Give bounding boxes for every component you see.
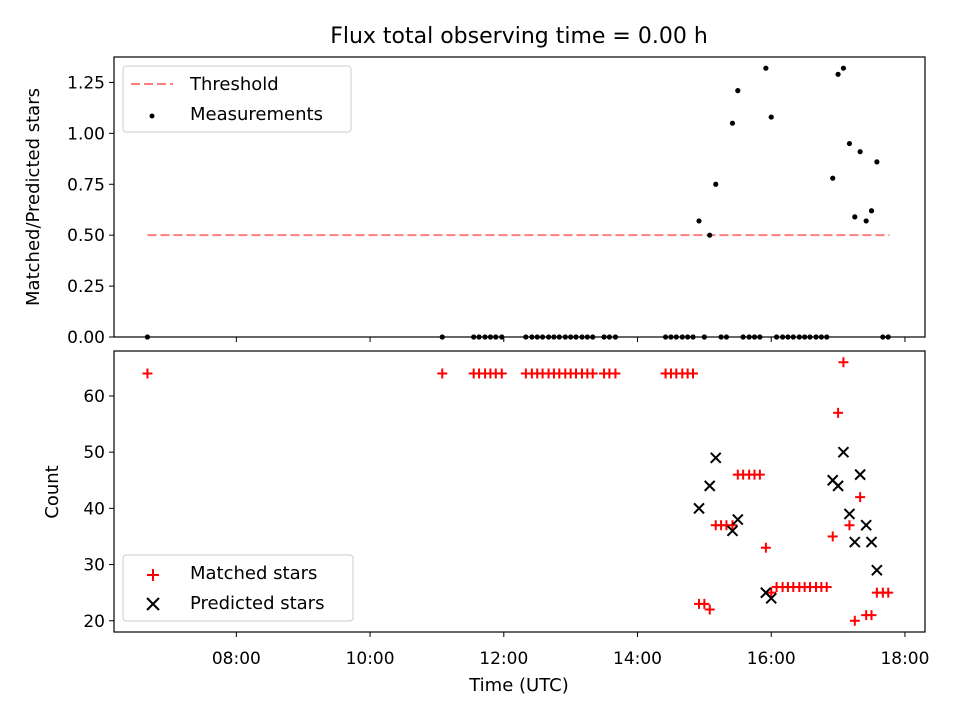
matched-star-marker — [833, 407, 844, 418]
x-axis-label: Time (UTC) — [468, 675, 569, 696]
measurement-point — [713, 181, 719, 187]
predicted-star-marker — [732, 513, 744, 526]
matched-stars-legend-label: Matched stars — [190, 563, 317, 584]
top-legend-box — [122, 65, 352, 133]
bottom-y-tick-label: 50 — [83, 443, 105, 463]
bottom-legend-box — [122, 554, 354, 622]
matched-star-marker — [760, 542, 771, 553]
measurement-point — [868, 208, 875, 214]
bottom-y-tick-label: 20 — [83, 612, 105, 632]
predicted-star-marker — [865, 536, 878, 548]
bottom-x-tick-label: 14:00 — [613, 649, 662, 669]
matched-star-marker — [855, 492, 866, 503]
measurement-point — [830, 175, 836, 181]
measurement-point — [846, 140, 853, 147]
top-y-ticks: 0.00 0.25 0.50 0.75 1.00 1.25 — [67, 73, 114, 348]
matched-star-marker — [704, 604, 715, 615]
measurement-point — [835, 71, 841, 77]
predicted-star-marker — [726, 525, 739, 537]
predicted-star-marker — [832, 480, 844, 492]
measurement-point — [768, 114, 774, 120]
predicted-star-marker — [765, 592, 777, 604]
bottom-x-tick-label: 12:00 — [479, 649, 528, 669]
matched-star-marker — [844, 520, 855, 531]
predicted-star-marker — [871, 564, 883, 576]
top-panel: 0.00 0.25 0.50 0.75 1.00 1.25 Matched/Predict… — [23, 56, 926, 348]
predicted-star-marker — [837, 446, 850, 458]
top-y-tick-label: 0.25 — [67, 277, 105, 297]
bottom-plot-area — [142, 357, 894, 626]
top-y-tick-label: 1.25 — [67, 73, 105, 93]
matched-star-marker — [727, 520, 738, 531]
predicted-star-marker — [704, 480, 716, 492]
matched-star-marker — [687, 368, 698, 379]
predicted-star-marker — [710, 452, 722, 464]
bottom-axes-frame — [113, 350, 926, 633]
bottom-y-axis-label: Count — [42, 465, 63, 518]
measurement-point — [763, 65, 769, 71]
bottom-x-tick-label: 10:00 — [346, 649, 395, 669]
measurement-point — [840, 65, 847, 71]
matched-star-marker — [699, 598, 710, 609]
top-axes-frame — [113, 56, 926, 338]
threshold-legend-label: Threshold — [189, 74, 279, 95]
matched-star-marker — [866, 610, 877, 621]
measurement-point — [729, 120, 736, 126]
top-x-ticks — [235, 337, 906, 342]
measurement-point — [852, 214, 858, 220]
predicted-star-marker — [860, 519, 872, 531]
measurement-point — [857, 149, 863, 155]
predicted-star-marker — [854, 468, 866, 481]
bottom-legend: Matched stars Predicted stars — [122, 554, 354, 622]
bottom-y-tick-label: 40 — [83, 499, 105, 519]
measurement-point — [735, 88, 741, 94]
matched-star-marker — [437, 368, 448, 379]
predicted-stars-legend-label: Predicted stars — [190, 593, 324, 614]
bottom-x-tick-label: 18:00 — [880, 649, 929, 669]
top-y-axis-label: Matched/Predicted stars — [23, 88, 44, 306]
bottom-y-tick-label: 30 — [83, 556, 105, 576]
measurement-point — [696, 218, 702, 224]
matched-star-marker — [766, 587, 777, 598]
predicted-star-marker — [843, 508, 856, 520]
bottom-y-tick-label: 60 — [83, 387, 105, 407]
top-y-tick-label: 0.75 — [67, 175, 105, 195]
bottom-x-tick-label: 08:00 — [212, 649, 261, 669]
matched-star-marker — [496, 368, 507, 379]
matched-star-marker — [838, 357, 849, 368]
top-y-tick-label: 1.00 — [67, 124, 105, 144]
measurement-point — [863, 218, 869, 224]
matched-star-marker — [754, 469, 765, 480]
bottom-y-ticks: 20 30 40 50 60 — [83, 387, 114, 632]
bottom-x-ticks: 08:00 10:00 12:00 14:00 16:00 18:00 — [212, 632, 929, 669]
predicted-stars-legend-swatch — [146, 597, 160, 611]
predicted-star-marker — [849, 536, 861, 548]
top-legend: Threshold Measurements — [122, 65, 352, 133]
figure-title: Flux total observing time = 0.00 h — [330, 24, 708, 49]
measurement-point — [707, 232, 713, 238]
matched-star-marker — [142, 368, 153, 379]
measurements-legend-swatch — [149, 113, 155, 119]
matched-star-marker — [821, 582, 832, 593]
matched-star-marker — [610, 368, 621, 379]
matched-stars-legend-swatch — [147, 569, 159, 581]
matched-star-marker — [849, 615, 860, 626]
matched-star-marker — [827, 531, 838, 542]
bottom-panel: 20 30 40 50 60 08:00 10:00 12:00 14:00 16:00 18:0… — [42, 350, 929, 696]
predicted-star-marker — [693, 502, 705, 515]
top-y-tick-label: 0.00 — [67, 328, 105, 348]
top-y-tick-label: 0.50 — [67, 226, 105, 246]
matched-star-marker — [587, 368, 598, 379]
measurement-point — [874, 159, 880, 165]
bottom-x-tick-label: 16:00 — [747, 649, 796, 669]
matched-star-marker — [883, 587, 894, 598]
measurements-legend-label: Measurements — [190, 104, 323, 125]
